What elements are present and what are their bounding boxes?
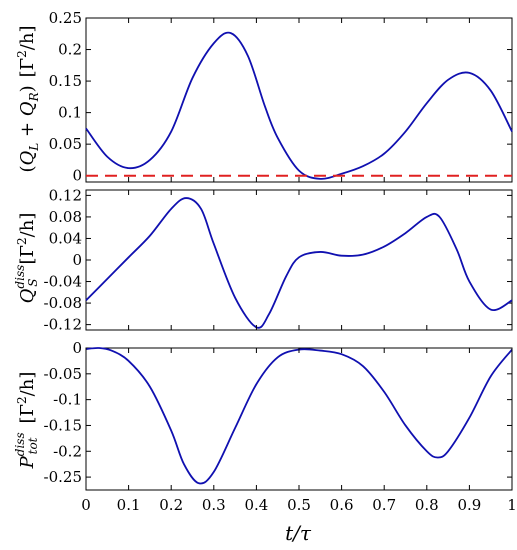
x-ticks: 0 0.1 0.2 0.3 0.4 0.5 0.6 0.7 0.8 0.9 1 xyxy=(81,496,517,514)
y-tick-label: -0.12 xyxy=(44,316,82,334)
y-tick-label: 0 xyxy=(72,251,82,269)
x-tick-label: 0 xyxy=(81,496,91,514)
y-tick-label: -0.15 xyxy=(44,416,82,434)
y-tick-label: 0.05 xyxy=(49,135,82,153)
x-tick-label: 0.6 xyxy=(330,496,354,514)
series-lines xyxy=(85,31,513,180)
panel-heat-current: 0 0.05 0.1 0.15 0.2 0.25 (QL + QR)[Γ2/h] xyxy=(15,9,513,185)
y-tick-label: 0.1 xyxy=(58,104,82,122)
y-axis-label: (QL + QR)[Γ2/h] xyxy=(15,26,41,173)
x-tick-label: 0.8 xyxy=(415,496,439,514)
y-tick-label: 0 xyxy=(72,339,82,357)
y-tick-label: -0.25 xyxy=(44,468,82,486)
y-tick-label: 0.04 xyxy=(49,229,82,247)
x-axis-label: t/τ xyxy=(285,521,312,545)
axes-frame xyxy=(85,347,513,491)
x-tick-label: 1 xyxy=(507,496,517,514)
series-line xyxy=(85,347,513,485)
x-tick-label: 0.2 xyxy=(159,496,183,514)
series-line xyxy=(85,31,513,180)
y-tick-label: -0.08 xyxy=(44,294,82,312)
y-tick-label: -0.04 xyxy=(44,273,82,291)
y-tick-label: -0.2 xyxy=(53,442,82,460)
y-ticks: -0.25 -0.2 -0.15 -0.1 -0.05 0 xyxy=(44,339,512,486)
y-axis-label: Pdisstot[Γ2/h] xyxy=(13,372,40,470)
series-line xyxy=(85,197,513,329)
y-tick-label: 0.08 xyxy=(49,208,82,226)
axes-frame xyxy=(85,17,513,183)
y-axis-label: QdissS[Γ2/h] xyxy=(13,213,40,304)
y-tick-label: 0.15 xyxy=(49,72,82,90)
axes-frame xyxy=(85,189,513,331)
series-lines xyxy=(85,347,513,485)
panel-system-dissipation: -0.12 -0.08 -0.04 0 0.04 0.08 0.12 QdissS[Γ2/h… xyxy=(13,186,513,334)
y-ticks: 0 0.05 0.1 0.15 0.2 0.25 xyxy=(49,9,512,185)
y-tick-label: 0.12 xyxy=(49,186,82,204)
x-tick-label: 0.7 xyxy=(372,496,396,514)
y-tick-label: 0.2 xyxy=(58,41,82,59)
x-tick-label: 0.5 xyxy=(287,496,311,514)
x-tick-label: 0.1 xyxy=(117,496,141,514)
y-tick-label: 0.25 xyxy=(49,9,82,27)
y-tick-label: 0 xyxy=(72,167,82,185)
x-tick-label: 0.9 xyxy=(457,496,481,514)
y-ticks: -0.12 -0.08 -0.04 0 0.04 0.08 0.12 xyxy=(44,186,512,334)
x-tick-label: 0.3 xyxy=(202,496,226,514)
y-tick-label: -0.1 xyxy=(53,391,82,409)
x-tick-label: 0.4 xyxy=(244,496,268,514)
series-lines xyxy=(85,197,513,329)
panel-total-dissipation: -0.25 -0.2 -0.15 -0.1 -0.05 0 0 0.1 0.2 0.3 0.4 0.… xyxy=(13,339,517,514)
y-tick-label: -0.05 xyxy=(44,365,82,383)
